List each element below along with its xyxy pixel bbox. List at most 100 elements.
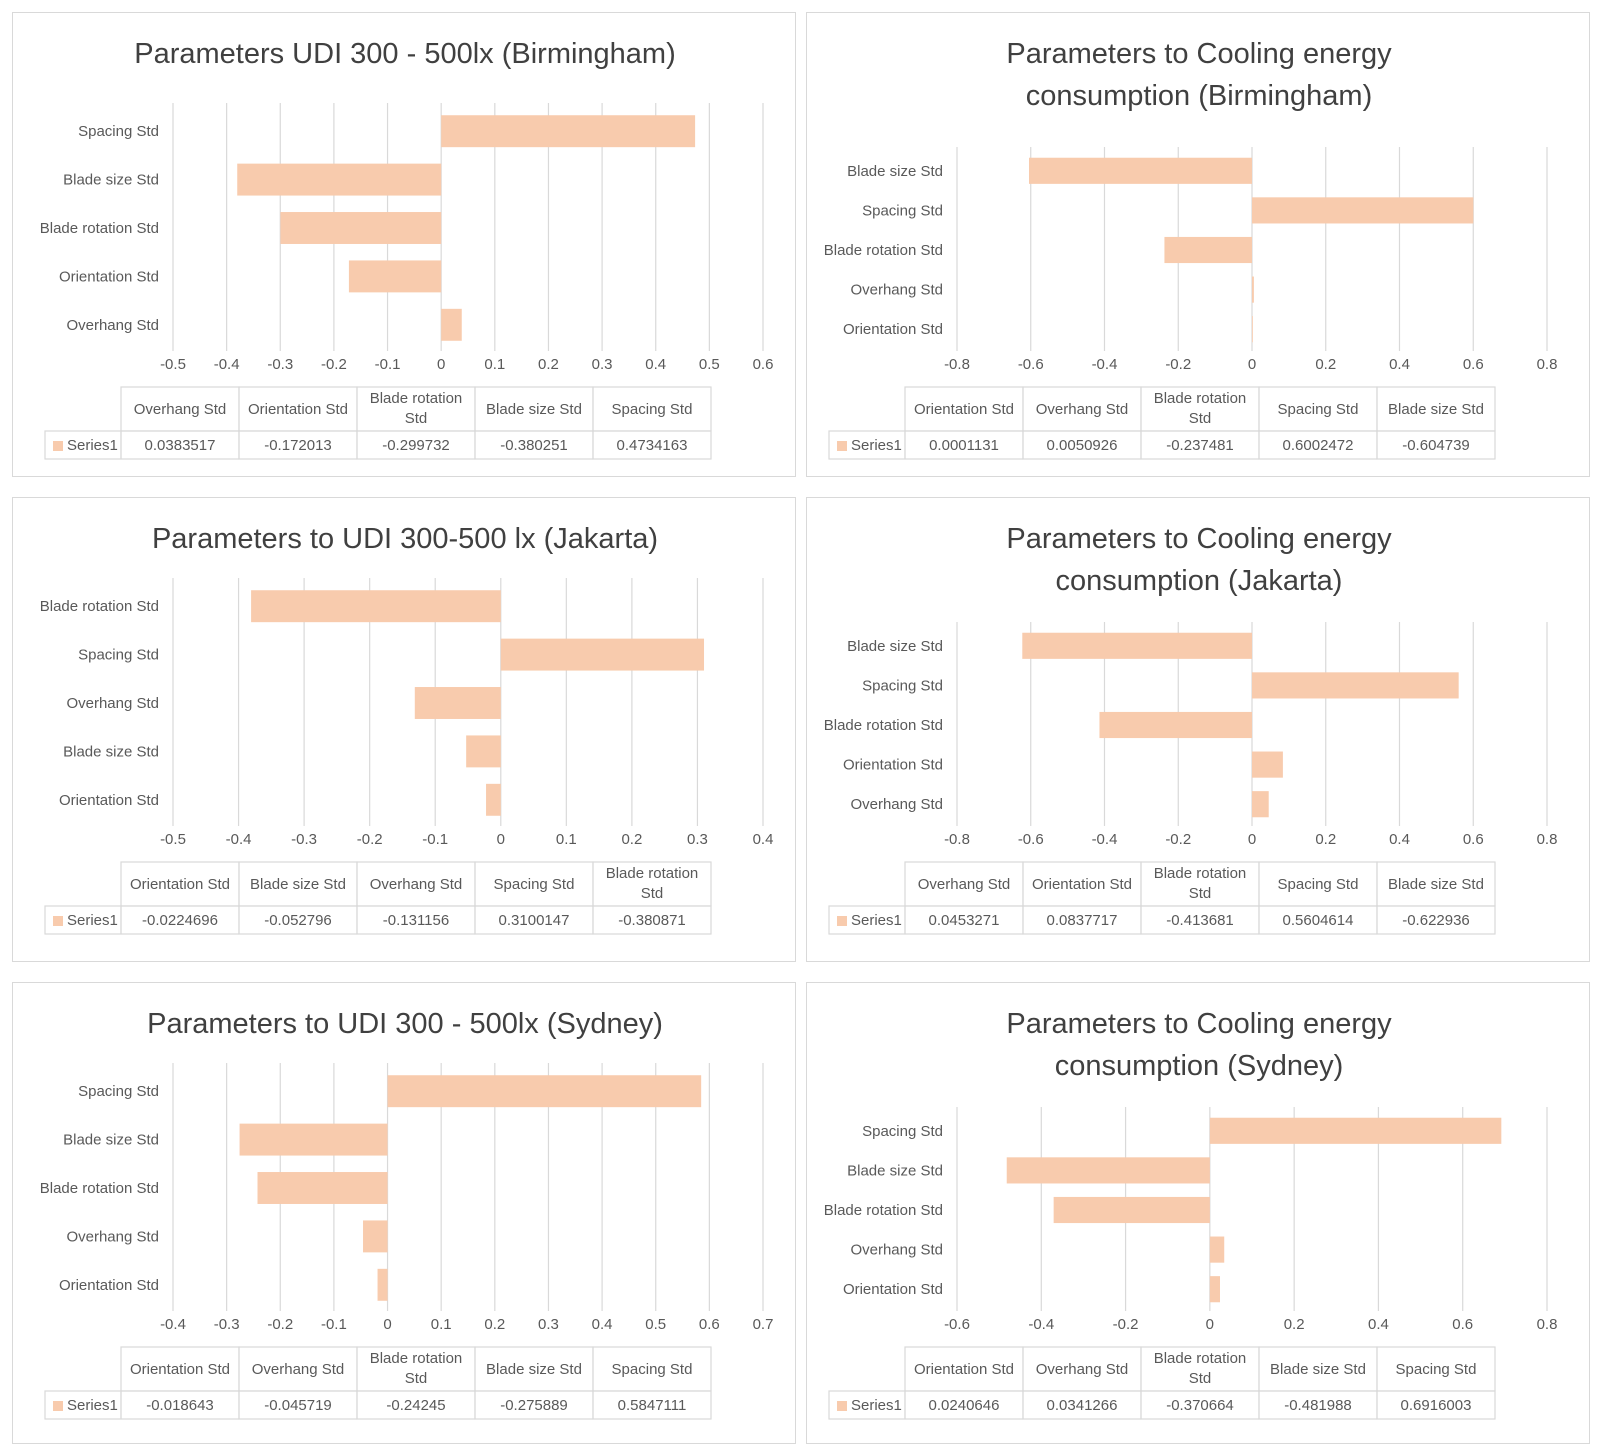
bar bbox=[1053, 1196, 1210, 1224]
chart-title: Parameters to UDI 300-500 lx (Jakarta) bbox=[152, 523, 658, 555]
y-category-label: Blade size Std bbox=[847, 163, 943, 180]
legend-swatch bbox=[837, 1401, 847, 1411]
x-tick-label: 0.8 bbox=[1537, 1316, 1558, 1333]
bar bbox=[280, 212, 442, 244]
table-header-label: Spacing Std bbox=[612, 401, 693, 418]
bar bbox=[237, 163, 442, 196]
legend-swatch bbox=[837, 916, 847, 926]
table-header-label: Overhang Std bbox=[1036, 1361, 1129, 1378]
x-tick-label: 0.4 bbox=[592, 1316, 613, 1333]
table-header-label: Spacing Std bbox=[1278, 876, 1359, 893]
bar bbox=[500, 638, 705, 671]
y-category-label: Orientation Std bbox=[59, 1277, 159, 1294]
x-tick-label: 0.8 bbox=[1537, 356, 1558, 373]
y-category-label: Orientation Std bbox=[843, 757, 943, 774]
x-tick-label: -0.4 bbox=[160, 1316, 186, 1333]
x-tick-label: 0.4 bbox=[1389, 356, 1410, 373]
chart-svg: Parameters to Cooling energy consumption … bbox=[824, 523, 1557, 935]
table-value: 0.0341266 bbox=[1047, 1397, 1118, 1414]
legend-series-name: Series1 bbox=[851, 437, 902, 454]
x-tick-label: -0.6 bbox=[1018, 356, 1044, 373]
bar bbox=[348, 260, 442, 293]
x-tick-label: -0.1 bbox=[422, 831, 448, 848]
bar bbox=[466, 735, 501, 768]
table-header-label: Overhang Std bbox=[370, 876, 463, 893]
table-value: -0.172013 bbox=[264, 437, 332, 454]
legend-series-name: Series1 bbox=[67, 1397, 118, 1414]
table-header-label: Orientation Std bbox=[1032, 876, 1132, 893]
chart-title: Parameters to UDI 300 - 500lx (Sydney) bbox=[147, 1008, 663, 1040]
table-header-label: Blade rotation bbox=[606, 865, 699, 882]
y-category-label: Spacing Std bbox=[78, 1083, 159, 1100]
legend-swatch bbox=[837, 441, 847, 451]
table-value: 0.4734163 bbox=[617, 437, 688, 454]
table-header-label: Orientation Std bbox=[914, 401, 1014, 418]
table-value: 0.0240646 bbox=[929, 1397, 1000, 1414]
table-legend-cell bbox=[44, 430, 122, 460]
x-tick-label: -0.6 bbox=[944, 1316, 970, 1333]
y-category-label: Spacing Std bbox=[862, 202, 943, 219]
bar bbox=[1252, 197, 1474, 224]
chart-title: consumption (Sydney) bbox=[1055, 1050, 1344, 1082]
x-tick-label: 0.4 bbox=[645, 356, 666, 373]
table-header-label: Blade size Std bbox=[486, 1361, 582, 1378]
x-tick-label: 0.3 bbox=[538, 1316, 559, 1333]
legend-series-name: Series1 bbox=[851, 1397, 902, 1414]
table-header-label: Blade rotation bbox=[1154, 865, 1247, 882]
y-category-label: Overhang Std bbox=[66, 1228, 159, 1245]
x-tick-label: 0 bbox=[1206, 1316, 1214, 1333]
x-tick-label: 0.1 bbox=[484, 356, 505, 373]
bar bbox=[1029, 157, 1252, 184]
x-tick-label: 0.6 bbox=[1452, 1316, 1473, 1333]
table-value: -0.380251 bbox=[500, 437, 568, 454]
y-category-label: Orientation Std bbox=[843, 321, 943, 338]
table-value-cell bbox=[1376, 430, 1496, 460]
table-header-label: Overhang Std bbox=[1036, 401, 1129, 418]
y-category-label: Blade rotation Std bbox=[40, 1180, 159, 1197]
table-header-label: Blade rotation bbox=[1154, 390, 1247, 407]
table-value: 0.6002472 bbox=[1283, 437, 1354, 454]
bar bbox=[1209, 1117, 1502, 1144]
bar bbox=[363, 1220, 388, 1253]
table-value-cell bbox=[1376, 1390, 1496, 1420]
table-header-label: Std bbox=[405, 410, 428, 427]
legend-series-name: Series1 bbox=[851, 912, 902, 929]
table-value-cell bbox=[592, 430, 712, 460]
table-value: -0.052796 bbox=[264, 912, 332, 929]
table-value: -0.413681 bbox=[1166, 912, 1234, 929]
table-header-label: Spacing Std bbox=[1396, 1361, 1477, 1378]
table-header-label: Blade size Std bbox=[1388, 401, 1484, 418]
y-category-label: Blade rotation Std bbox=[824, 717, 943, 734]
y-category-label: Spacing Std bbox=[862, 677, 943, 694]
table-value: -0.380871 bbox=[618, 912, 686, 929]
table-header-label: Blade size Std bbox=[486, 401, 582, 418]
x-tick-label: 0.6 bbox=[1463, 356, 1484, 373]
bar bbox=[1006, 1157, 1210, 1184]
table-value: -0.045719 bbox=[264, 1397, 332, 1414]
x-tick-label: -0.2 bbox=[357, 831, 383, 848]
y-category-label: Spacing Std bbox=[862, 1123, 943, 1140]
chart-title: Parameters to Cooling energy bbox=[1006, 38, 1392, 70]
x-tick-label: 0.3 bbox=[687, 831, 708, 848]
x-tick-label: -0.2 bbox=[1113, 1316, 1139, 1333]
chart-svg: Parameters UDI 300 - 500lx (Birmingham) -… bbox=[40, 38, 773, 460]
table-header-label: Std bbox=[641, 885, 664, 902]
chart-title: consumption (Birmingham) bbox=[1026, 80, 1373, 112]
chart-panel-1: Parameters UDI 300 - 500lx (Birmingham) -… bbox=[12, 12, 796, 477]
x-tick-label: -0.3 bbox=[291, 831, 317, 848]
table-header-label: Std bbox=[1189, 1370, 1212, 1387]
bar bbox=[1099, 711, 1252, 739]
x-tick-label: -0.1 bbox=[375, 356, 401, 373]
chart-title: Parameters to Cooling energy bbox=[1006, 1008, 1392, 1040]
table-header-label: Orientation Std bbox=[130, 1361, 230, 1378]
y-category-label: Blade size Std bbox=[63, 172, 159, 189]
table-header-label: Spacing Std bbox=[1278, 401, 1359, 418]
x-tick-label: -0.4 bbox=[214, 356, 240, 373]
bar bbox=[1209, 1276, 1220, 1303]
x-tick-label: 0.2 bbox=[1315, 831, 1336, 848]
y-category-label: Overhang Std bbox=[850, 282, 943, 299]
x-tick-label: -0.2 bbox=[321, 356, 347, 373]
chart-title: Parameters UDI 300 - 500lx (Birmingham) bbox=[134, 38, 676, 70]
table-value: -0.237481 bbox=[1166, 437, 1234, 454]
x-tick-label: -0.8 bbox=[944, 356, 970, 373]
